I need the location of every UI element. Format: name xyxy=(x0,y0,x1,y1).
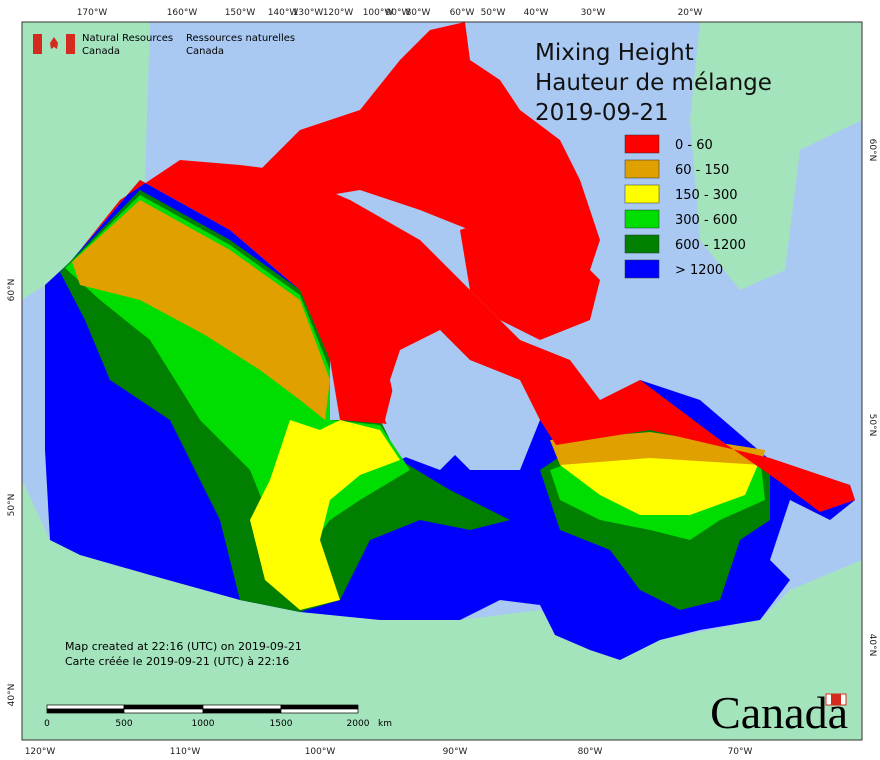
legend-label: 60 - 150 xyxy=(675,163,729,178)
legend-swatch xyxy=(624,184,660,204)
zone-yellow xyxy=(250,420,400,610)
graticule-label: 90°W xyxy=(443,747,468,757)
graticule-label: 170°W xyxy=(77,8,108,18)
graticule-label: 40°W xyxy=(524,8,549,18)
scale-seg xyxy=(202,704,282,710)
legend-swatch xyxy=(624,159,660,179)
alaska xyxy=(22,22,150,300)
note: Map created at 22:16 (UTC) on 2019-09-21 xyxy=(65,640,302,653)
hudson-bay xyxy=(385,330,480,470)
scale-seg xyxy=(123,704,204,710)
graticule-label: 50°N xyxy=(7,494,17,517)
flag-bar xyxy=(66,34,75,54)
legend: 0 - 60 60 - 150 150 - 300 300 - 600 600 - 12… xyxy=(624,134,746,279)
agency-en: Canada xyxy=(82,46,120,57)
graticule-label: 20°W xyxy=(678,8,703,18)
graticule-label: 130°W xyxy=(293,8,324,18)
scale-unit: km xyxy=(378,719,392,729)
zone-yellow-east xyxy=(560,450,760,515)
graticule-label: 80°W xyxy=(578,747,603,757)
graticule-label: 40°N xyxy=(867,634,877,657)
legend-swatch xyxy=(624,209,660,229)
graticule-label: 120°W xyxy=(25,747,56,757)
graticule-label: 40°N xyxy=(7,684,17,707)
agency-fr: Ressources naturelles xyxy=(186,33,295,44)
graticule-label: 100°W xyxy=(305,747,336,757)
graticule-label: 60°W xyxy=(450,8,475,18)
agency-fr: Canada xyxy=(186,46,224,57)
zone-orange-east xyxy=(550,432,765,465)
flag-leaf xyxy=(50,37,58,49)
flag-bar xyxy=(33,34,42,54)
zone-red xyxy=(80,160,855,512)
legend-label: 600 - 1200 xyxy=(675,238,746,253)
usa xyxy=(22,480,862,740)
graticule-label: 100°W xyxy=(363,8,394,18)
graticule-label: 90°W xyxy=(386,8,411,18)
agency: Natural Resources Canada Ressources natu… xyxy=(33,33,295,57)
legend-swatch xyxy=(624,259,660,279)
graticule-label: 50°N xyxy=(867,414,877,437)
title-en: Mixing Height xyxy=(535,40,694,66)
scale-bar: 0 500 1000 1500 2000 km xyxy=(44,704,392,729)
baffin xyxy=(460,210,600,340)
graticule-label: 60°N xyxy=(867,139,877,162)
scale-label: 2000 xyxy=(347,719,370,729)
date: 2019-09-21 xyxy=(535,100,669,126)
title-fr: Hauteur de mélange xyxy=(535,70,772,96)
graticule-label: 70°W xyxy=(728,747,753,757)
scale-seg xyxy=(280,704,359,710)
graticule-label: 30°W xyxy=(581,8,606,18)
graticule-label: 110°W xyxy=(170,747,201,757)
wordmark: Canada xyxy=(710,687,848,738)
graticule-label: 80°W xyxy=(406,8,431,18)
note: Carte créée le 2019-09-21 (UTC) à 22:16 xyxy=(65,655,289,668)
scale-label: 500 xyxy=(115,719,132,729)
scale-seg xyxy=(123,708,204,714)
scale-seg xyxy=(46,708,125,714)
zone-orange xyxy=(72,200,330,420)
scale-label: 1000 xyxy=(192,719,215,729)
agency-en: Natural Resources xyxy=(82,33,173,44)
graticule-label: 160°W xyxy=(167,8,198,18)
legend-label: 150 - 300 xyxy=(675,188,738,203)
scale-label: 1500 xyxy=(270,719,293,729)
map xyxy=(21,21,863,741)
scale-seg xyxy=(280,708,359,714)
legend-label: 0 - 60 xyxy=(675,138,713,153)
graticule-label: 150°W xyxy=(225,8,256,18)
graticule-label: 120°W xyxy=(323,8,354,18)
legend-swatch xyxy=(624,234,660,254)
graticule-label: 60°N xyxy=(7,279,17,302)
legend-swatch xyxy=(624,134,660,154)
wordmark-flag xyxy=(831,694,841,705)
map-frame xyxy=(21,21,863,741)
scale-label: 0 xyxy=(44,719,50,729)
legend-label: > 1200 xyxy=(675,263,723,278)
graticule-label: 140°W xyxy=(268,8,299,18)
graticule-label: 50°W xyxy=(481,8,506,18)
scale-seg xyxy=(46,704,125,710)
scale-seg xyxy=(202,708,282,714)
legend-label: 300 - 600 xyxy=(675,213,738,228)
greenland xyxy=(690,22,862,290)
